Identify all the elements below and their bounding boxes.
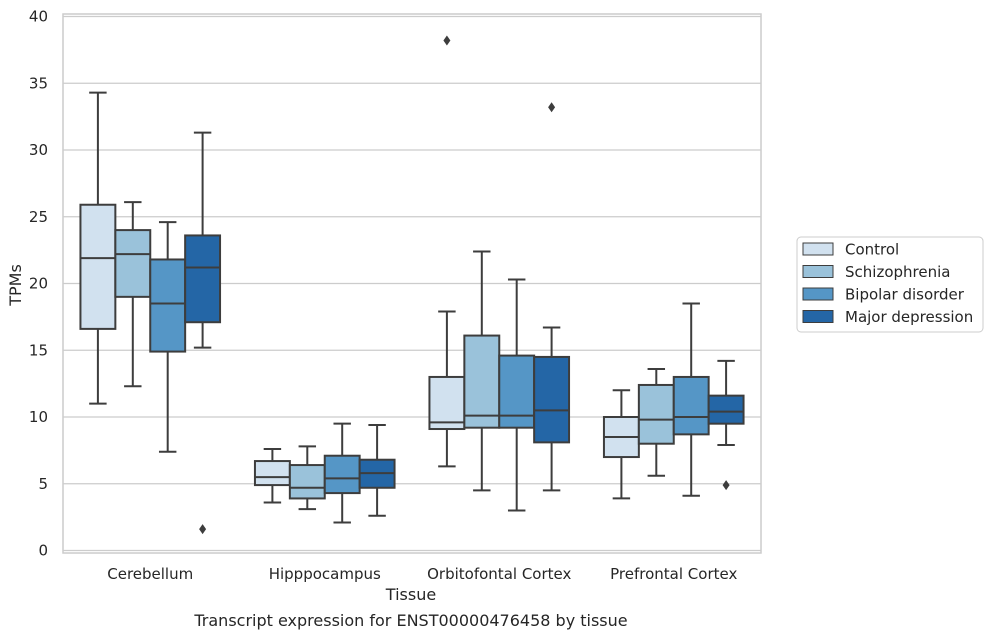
- box-plot: [498, 278, 536, 512]
- box-plot: [463, 250, 501, 492]
- legend-swatch: [802, 242, 834, 256]
- box-series-group: [79, 35, 745, 535]
- x-tick-label: Cerebellum: [107, 565, 193, 583]
- outlier-marker: [548, 102, 556, 113]
- box-plot: [637, 367, 675, 477]
- legend-frame: [796, 236, 984, 333]
- box-plot: [253, 448, 291, 504]
- x-tick-labels: Cerebellum Hipppocampus Orbitofontal Corte…: [107, 565, 737, 583]
- box-iqr: [533, 355, 571, 444]
- outlier-marker: [722, 480, 730, 491]
- box-plot: [533, 102, 571, 492]
- box-iqr: [149, 258, 187, 353]
- box-plot: [428, 35, 466, 468]
- x-tick-label: Prefrontal Cortex: [610, 565, 737, 583]
- box-plot: [323, 422, 361, 524]
- y-tick-label: 10: [29, 408, 48, 426]
- outlier-marker: [199, 524, 207, 535]
- legend: Control Schizophrenia Bipolar disorder Majo…: [796, 236, 984, 333]
- legend-swatch: [802, 287, 834, 301]
- box-plot: [184, 131, 222, 535]
- y-tick-label: 30: [29, 141, 48, 159]
- y-tick-label: 40: [29, 8, 48, 26]
- box-iqr: [672, 375, 710, 436]
- y-tick-label: 15: [29, 341, 48, 359]
- y-tick-label: 20: [29, 275, 48, 293]
- box-iqr: [707, 394, 745, 425]
- legend-swatch: [802, 310, 834, 323]
- box-plot: [79, 91, 117, 405]
- y-axis-label: TPMs: [6, 264, 25, 307]
- box-plot: [114, 201, 152, 388]
- legend-label: Bipolar disorder: [845, 286, 965, 304]
- box-plot: [602, 389, 640, 500]
- y-tick-label: 5: [38, 475, 48, 493]
- legend-label: Control: [845, 241, 899, 259]
- box-iqr: [463, 334, 501, 429]
- plot-frame: [62, 13, 762, 554]
- y-tick-label: 0: [38, 542, 48, 560]
- box-iqr: [288, 464, 326, 500]
- box-iqr: [114, 229, 152, 298]
- box-iqr: [184, 234, 222, 324]
- y-tick-labels: 0 5 10 15 20 25 30 35 40: [29, 8, 48, 560]
- box-plot: [672, 302, 710, 497]
- box-iqr: [253, 460, 291, 487]
- box-iqr: [323, 454, 361, 495]
- legend-swatch: [802, 265, 834, 278]
- y-tick-label: 35: [29, 74, 48, 92]
- x-tick-label: Orbitofontal Cortex: [427, 565, 571, 583]
- box-iqr: [637, 383, 675, 445]
- legend-label: Major depression: [845, 308, 973, 326]
- y-tick-label: 25: [29, 208, 48, 226]
- box-plot: [288, 445, 326, 511]
- chart-caption: Transcript expression for ENST0000047645…: [193, 611, 627, 630]
- outlier-marker: [443, 35, 451, 46]
- box-iqr: [428, 375, 466, 431]
- box-plot: [149, 221, 187, 453]
- box-plot: [358, 424, 396, 517]
- x-tick-label: Hipppocampus: [269, 565, 381, 583]
- box-iqr: [79, 203, 117, 330]
- box-iqr: [498, 354, 536, 429]
- legend-label: Schizophrenia: [845, 263, 950, 281]
- x-axis-label: Tissue: [385, 585, 436, 604]
- box-plot: [707, 359, 745, 491]
